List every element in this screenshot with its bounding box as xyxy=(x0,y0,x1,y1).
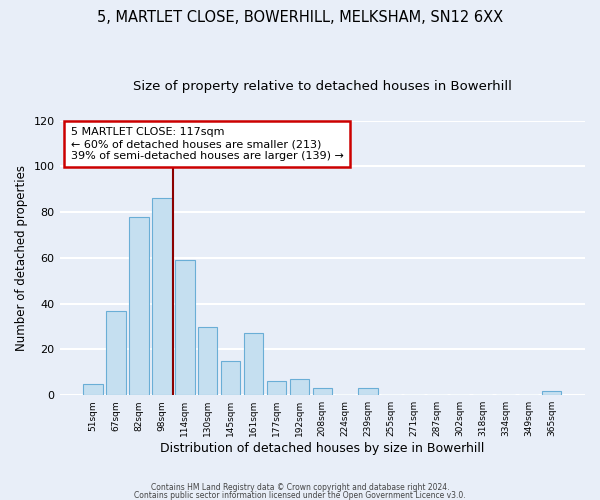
Bar xyxy=(358,388,378,395)
Text: Contains public sector information licensed under the Open Government Licence v3: Contains public sector information licen… xyxy=(134,491,466,500)
Bar xyxy=(83,384,103,395)
Text: 5 MARTLET CLOSE: 117sqm
← 60% of detached houses are smaller (213)
39% of semi-d: 5 MARTLET CLOSE: 117sqm ← 60% of detache… xyxy=(71,128,344,160)
Bar xyxy=(198,326,217,395)
Bar xyxy=(175,260,194,395)
Y-axis label: Number of detached properties: Number of detached properties xyxy=(15,165,28,351)
Bar xyxy=(221,361,241,395)
Text: 5, MARTLET CLOSE, BOWERHILL, MELKSHAM, SN12 6XX: 5, MARTLET CLOSE, BOWERHILL, MELKSHAM, S… xyxy=(97,10,503,25)
Bar xyxy=(152,198,172,395)
Bar xyxy=(290,379,309,395)
Bar xyxy=(313,388,332,395)
Bar xyxy=(267,382,286,395)
Bar xyxy=(542,390,561,395)
X-axis label: Distribution of detached houses by size in Bowerhill: Distribution of detached houses by size … xyxy=(160,442,484,455)
Text: Contains HM Land Registry data © Crown copyright and database right 2024.: Contains HM Land Registry data © Crown c… xyxy=(151,484,449,492)
Bar xyxy=(129,216,149,395)
Bar xyxy=(106,310,126,395)
Title: Size of property relative to detached houses in Bowerhill: Size of property relative to detached ho… xyxy=(133,80,512,93)
Bar xyxy=(244,334,263,395)
